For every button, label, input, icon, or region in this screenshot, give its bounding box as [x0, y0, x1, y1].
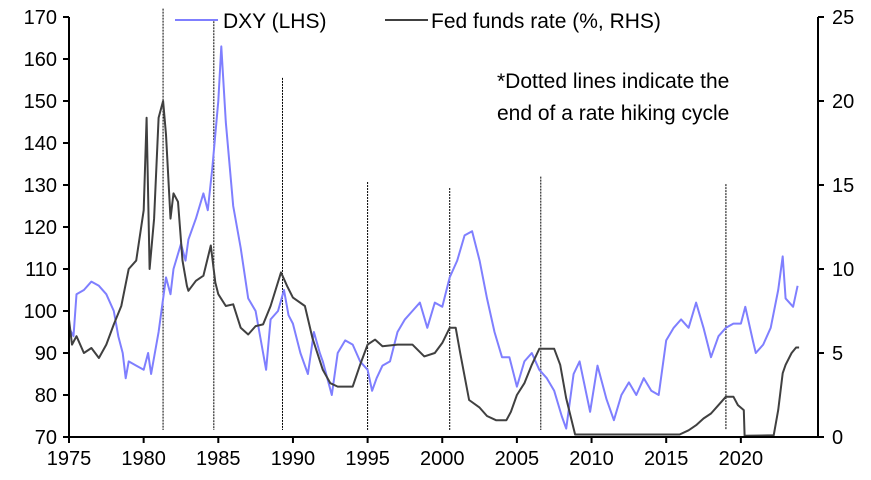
annotation-line-2: end of a rate hiking cycle: [497, 102, 729, 125]
left-axis-tick-label: 70: [35, 427, 57, 449]
left-axis-tick-label: 100: [24, 301, 57, 323]
right-axis-tick-label: 5: [832, 343, 843, 365]
left-axis-tick-label: 110: [25, 259, 57, 281]
x-axis-tick-label: 1995: [345, 448, 390, 470]
series-line-dxy: [68, 45, 799, 430]
x-axis-tick-label: 2020: [719, 448, 764, 470]
x-axis-tick-label: 1990: [271, 448, 316, 470]
left-axis-tick-label: 120: [24, 217, 57, 239]
x-axis-tick-label: 2005: [495, 448, 540, 470]
hiking-cycle-lines: [162, 8, 727, 430]
series-line-fed-funds: [68, 100, 800, 437]
x-axis-tick-label: 1975: [47, 448, 92, 470]
legend: DXY (LHS) Fed funds rate (%, RHS): [175, 10, 661, 33]
x-axis-tick-label: 2010: [569, 448, 614, 470]
left-axis-tick-label: 140: [24, 133, 57, 155]
axes: 70 80 90 100 110 120 130 140 150 160 170 0 5 10 15 20 25…: [24, 7, 855, 470]
right-axis-tick-label: 15: [832, 175, 854, 197]
right-axis-tick-label: 0: [832, 427, 843, 449]
left-axis-tick-label: 150: [24, 91, 57, 113]
legend-label-fed: Fed funds rate (%, RHS): [431, 10, 661, 33]
series-group: [68, 45, 800, 437]
left-axis-tick-label: 80: [35, 385, 57, 407]
annotation-line-1: *Dotted lines indicate the: [497, 70, 729, 93]
x-axis-tick-label: 1980: [121, 448, 166, 470]
x-axis-tick-label: 1985: [196, 448, 241, 470]
x-axis-tick-label: 2000: [420, 448, 465, 470]
right-axis-tick-label: 10: [832, 259, 854, 281]
left-axis-tick-label: 170: [24, 7, 57, 29]
left-axis-tick-label: 160: [24, 49, 57, 71]
legend-label-dxy: DXY (LHS): [223, 10, 326, 33]
left-axis-tick-label: 130: [24, 175, 57, 197]
right-axis-tick-label: 20: [832, 91, 854, 113]
x-axis-tick-label: 2015: [644, 448, 689, 470]
left-axis-tick-label: 90: [35, 343, 57, 365]
right-axis-tick-label: 25: [832, 7, 854, 29]
